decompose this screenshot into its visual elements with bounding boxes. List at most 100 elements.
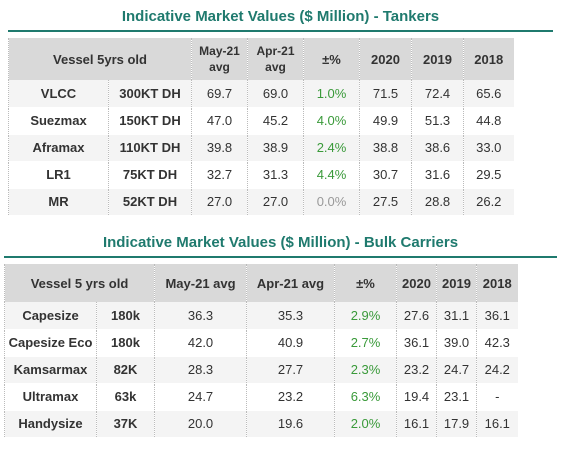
cell: Capesize [4,302,97,330]
table: Vessel 5 yrs old May-21 avg Apr-21 avg ±% 20… [3,264,518,438]
cell: 16.1 [476,410,518,438]
cell: 2.9% [334,302,397,330]
header-cell: Apr-21 avg [247,38,304,80]
cell: Handysize [4,410,97,438]
cell: 28.3 [154,356,247,384]
cell: 69.0 [247,80,304,108]
cell: Suezmax [8,107,109,135]
cell: 71.5 [359,80,412,108]
header-cell: 2018 [476,264,518,302]
cell: 27.5 [359,188,412,216]
bulk-section: Indicative Market Values ($ Million) - B… [3,230,557,438]
cell: 24.2 [476,356,518,384]
cell: 69.7 [191,80,248,108]
cell: 51.3 [411,107,464,135]
cell: 33.0 [463,134,514,162]
cell: 23.2 [246,383,335,411]
cell: 27.6 [396,302,437,330]
table: Vessel 5yrs old May-21 avg Apr-21 avg ±% 202… [7,38,514,216]
body-row: Kamsarmax 82K 28.3 27.7 2.3% 23.2 24.7 24.2 [4,356,518,384]
cell: 4.4% [303,161,360,189]
header-cell: May-21 avg [154,264,247,302]
header-cell: Vessel 5 yrs old [3,264,155,302]
cell: 49.9 [359,107,412,135]
cell: 0.0% [303,188,360,216]
cell: 36.1 [476,302,518,330]
cell: 2.0% [334,410,397,438]
cell: 42.3 [476,329,518,357]
cell: 37K [95,410,155,438]
body-row: Capesize 180k 36.3 35.3 2.9% 27.6 31.1 36.1 [4,302,518,330]
cell: 31.3 [247,161,304,189]
cell: 38.6 [411,134,464,162]
header-cell: 2020 [359,38,412,80]
cell: 31.1 [436,302,477,330]
cell: 36.3 [154,302,247,330]
cell: 39.8 [191,134,248,162]
cell: Ultramax [4,383,97,411]
cell: 82K [95,356,155,384]
cell: 28.8 [411,188,464,216]
cell: 2.3% [334,356,397,384]
cell: 2.4% [303,134,360,162]
header-cell: 2020 [396,264,437,302]
cell: 16.1 [396,410,437,438]
cell: 180k [95,302,155,330]
cell: 32.7 [191,161,248,189]
body-row: LR1 75KT DH 32.7 31.3 4.4% 30.7 31.6 29.5 [8,161,514,189]
header-cell: ±% [334,264,397,302]
cell: 38.8 [359,134,412,162]
cell: 26.2 [463,188,514,216]
cell: 44.8 [463,107,514,135]
cell: 17.9 [436,410,477,438]
cell: 27.0 [247,188,304,216]
cell: 30.7 [359,161,412,189]
cell: 65.6 [463,80,514,108]
cell: Capesize Eco [4,329,97,357]
cell: 1.0% [303,80,360,108]
body-row: Aframax 110KT DH 39.8 38.9 2.4% 38.8 38.6 33.0 [8,134,514,162]
cell: MR [8,188,109,216]
cell: Kamsarmax [4,356,97,384]
cell: 2.7% [334,329,397,357]
table-title: Indicative Market Values ($ Million) - T… [8,4,553,32]
header-cell: May-21 avg [191,38,248,80]
header-cell: 2019 [411,38,464,80]
cell: 75KT DH [107,161,192,189]
cell: 45.2 [247,107,304,135]
cell: 42.0 [154,329,247,357]
tankers-section: Indicative Market Values ($ Million) - T… [7,4,553,216]
body-row: MR 52KT DH 27.0 27.0 0.0% 27.5 28.8 26.2 [8,188,514,216]
body-row: Suezmax 150KT DH 47.0 45.2 4.0% 49.9 51.3 44.8 [8,107,514,135]
cell: 38.9 [247,134,304,162]
cell: LR1 [8,161,109,189]
cell: 63k [95,383,155,411]
cell: 39.0 [436,329,477,357]
header-cell: Vessel 5yrs old [7,38,192,80]
header-row: Vessel 5 yrs old May-21 avg Apr-21 avg ±% 20… [3,264,518,302]
header-cell: ±% [303,38,360,80]
cell: 72.4 [411,80,464,108]
table-title: Indicative Market Values ($ Million) - B… [4,230,557,258]
cell: 19.6 [246,410,335,438]
body-row: Ultramax 63k 24.7 23.2 6.3% 19.4 23.1- [4,383,518,411]
cell: 20.0 [154,410,247,438]
header-cell: Apr-21 avg [246,264,335,302]
cell: 110KT DH [107,134,192,162]
header-cell: 2019 [436,264,477,302]
cell: 29.5 [463,161,514,189]
cell: - [476,383,518,411]
cell: VLCC [8,80,109,108]
cell: 23.1 [436,383,477,411]
cell: 6.3% [334,383,397,411]
cell: 19.4 [396,383,437,411]
cell: 31.6 [411,161,464,189]
body-row: Handysize 37K 20.0 19.6 2.0% 16.1 17.9 16.1 [4,410,518,438]
body-row: VLCC 300KT DH 69.7 69.0 1.0% 71.5 72.4 65.6 [8,80,514,108]
cell: 300KT DH [107,80,192,108]
header-row: Vessel 5yrs old May-21 avg Apr-21 avg ±% 202… [7,38,514,80]
cell: 24.7 [436,356,477,384]
cell: 35.3 [246,302,335,330]
cell: Aframax [8,134,109,162]
